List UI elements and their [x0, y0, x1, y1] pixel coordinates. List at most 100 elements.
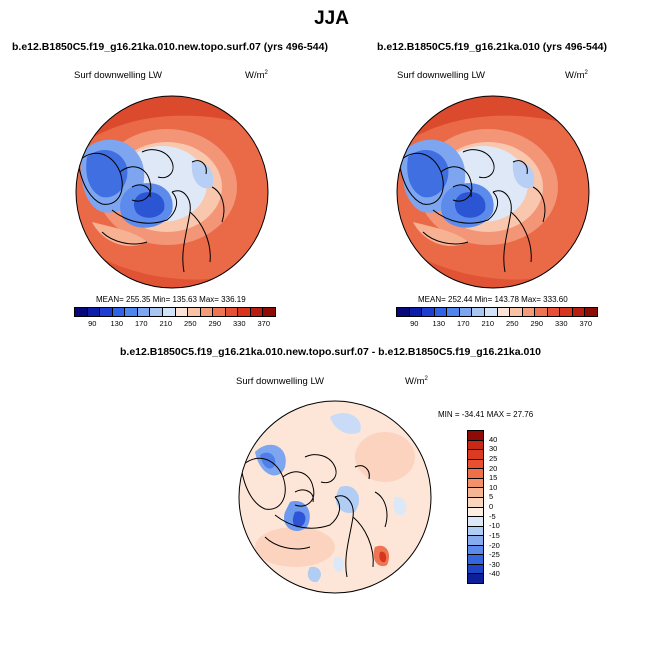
colorbar-swatch [213, 308, 226, 316]
panel-2-colorbar-swatches [396, 307, 598, 317]
panel-3-colorbar-labels: 40 30 25 20 15 10 5 0 -5 -10 -15 -20 -25 -30 -40 [489, 430, 519, 584]
colorbar-swatch [468, 497, 483, 508]
colorbar-tick-label: 170 [134, 319, 148, 328]
panel-2-units: W/m2 [565, 70, 588, 82]
colorbar-swatch [468, 545, 483, 556]
panel-3-variable: Surf downwelling LW [236, 376, 325, 387]
colorbar-tick-label: 330 [232, 319, 246, 328]
colorbar-swatch [250, 308, 264, 316]
colorbar-swatch [137, 308, 151, 316]
colorbar-swatch [510, 308, 523, 316]
panel-3-stats: MIN = -34.41 MAX = 27.76 [438, 410, 534, 419]
colorbar-tick-label: 130 [110, 319, 123, 328]
panel-1-variable: Surf downwelling LW [74, 70, 163, 81]
panel-2-colorbar: 90 130 170 210 250 290 330 370 [396, 307, 598, 328]
colorbar-swatch [188, 308, 201, 316]
panel-2-colorbar-labels: 90 130 170 210 250 290 330 370 [396, 319, 598, 328]
colorbar-swatch [125, 308, 138, 316]
colorbar-swatch [468, 555, 483, 565]
colorbar-tick-label: -10 [489, 521, 500, 531]
colorbar-tick-label: 250 [183, 319, 197, 328]
colorbar-tick-label: -25 [489, 550, 500, 560]
colorbar-tick-label: 210 [159, 319, 172, 328]
colorbar-swatch [434, 308, 448, 316]
colorbar-swatch [238, 308, 251, 316]
colorbar-swatch [75, 308, 88, 316]
colorbar-tick-label: -5 [489, 511, 496, 521]
colorbar-swatch [468, 517, 483, 527]
colorbar-tick-label: 10 [489, 482, 498, 492]
colorbar-swatch [468, 507, 483, 518]
colorbar-tick-label: 5 [489, 492, 494, 502]
colorbar-swatch [468, 478, 483, 489]
colorbar-tick-label: 370 [579, 319, 592, 328]
colorbar-swatch [112, 308, 126, 316]
colorbar-swatch [468, 469, 483, 479]
colorbar-swatch [175, 308, 189, 316]
colorbar-swatch [468, 574, 483, 583]
colorbar-tick-label: -30 [489, 559, 500, 569]
panel-3-title: b.e12.B1850C5.f19_g16.21ka.010.new.topo.… [120, 346, 542, 358]
colorbar-tick-label: 30 [489, 444, 498, 454]
colorbar-tick-label: 290 [208, 319, 221, 328]
colorbar-swatch [472, 308, 485, 316]
colorbar-tick-label: -15 [489, 530, 500, 540]
colorbar-tick-label: 90 [410, 319, 419, 328]
colorbar-swatch [585, 308, 597, 316]
colorbar-swatch [522, 308, 536, 316]
colorbar-tick-label: 370 [257, 319, 270, 328]
panel-2-stats: MEAN= 252.44 Min= 143.78 Max= 333.60 [418, 295, 568, 304]
colorbar-swatch [468, 440, 483, 451]
colorbar-swatch [468, 431, 483, 441]
panel-1-polar-map [75, 95, 269, 289]
colorbar-tick-label: 210 [481, 319, 494, 328]
colorbar-swatch [484, 308, 498, 316]
colorbar-swatch [150, 308, 163, 316]
colorbar-tick-label: 330 [554, 319, 568, 328]
colorbar-swatch [497, 308, 511, 316]
colorbar-tick-label: -40 [489, 569, 500, 579]
panel-1-stats: MEAN= 255.35 Min= 135.63 Max= 336.19 [96, 295, 246, 304]
panel-3-colorbar-swatches [467, 430, 484, 584]
colorbar-tick-label: -20 [489, 540, 500, 550]
colorbar-tick-label: 170 [456, 319, 470, 328]
colorbar-swatch [468, 526, 483, 537]
colorbar-tick-label: 20 [489, 463, 498, 473]
colorbar-tick-label: 15 [489, 473, 498, 483]
colorbar-tick-label: 250 [505, 319, 519, 328]
colorbar-swatch [87, 308, 101, 316]
colorbar-swatch [468, 564, 483, 575]
panel-2-title: b.e12.B1850C5.f19_g16.21ka.010 (yrs 496-… [377, 41, 607, 53]
main-title: JJA [314, 8, 349, 29]
panel-2-polar-map [396, 95, 590, 289]
panel-1-colorbar-swatches [74, 307, 276, 317]
colorbar-swatch [263, 308, 275, 316]
colorbar-swatch [200, 308, 214, 316]
panel-3-units: W/m2 [405, 376, 428, 388]
colorbar-tick-label: 0 [489, 502, 494, 511]
colorbar-swatch [225, 308, 239, 316]
colorbar-swatch [560, 308, 573, 316]
panel-3-polar-map [238, 400, 432, 594]
panel-1-colorbar: 90 130 170 210 250 290 330 370 [74, 307, 276, 328]
colorbar-swatch [468, 536, 483, 546]
panel-1-colorbar-labels: 90 130 170 210 250 290 330 370 [74, 319, 276, 328]
panel-1-units: W/m2 [245, 70, 268, 82]
panel-1-title: b.e12.B1850C5.f19_g16.21ka.010.new.topo.… [12, 41, 328, 53]
colorbar-tick-label: 25 [489, 453, 498, 463]
colorbar-swatch [535, 308, 548, 316]
colorbar-tick-label: 130 [432, 319, 445, 328]
colorbar-swatch [409, 308, 423, 316]
colorbar-swatch [468, 450, 483, 460]
colorbar-tick-label: 90 [88, 319, 97, 328]
colorbar-tick-label: 290 [530, 319, 543, 328]
colorbar-swatch [447, 308, 460, 316]
colorbar-swatch [162, 308, 176, 316]
colorbar-swatch [100, 308, 113, 316]
colorbar-swatch [547, 308, 561, 316]
colorbar-tick-label: 40 [489, 434, 498, 444]
colorbar-swatch [468, 459, 483, 470]
panel-2-variable: Surf downwelling LW [397, 70, 486, 81]
colorbar-swatch [468, 488, 483, 498]
colorbar-swatch [422, 308, 435, 316]
